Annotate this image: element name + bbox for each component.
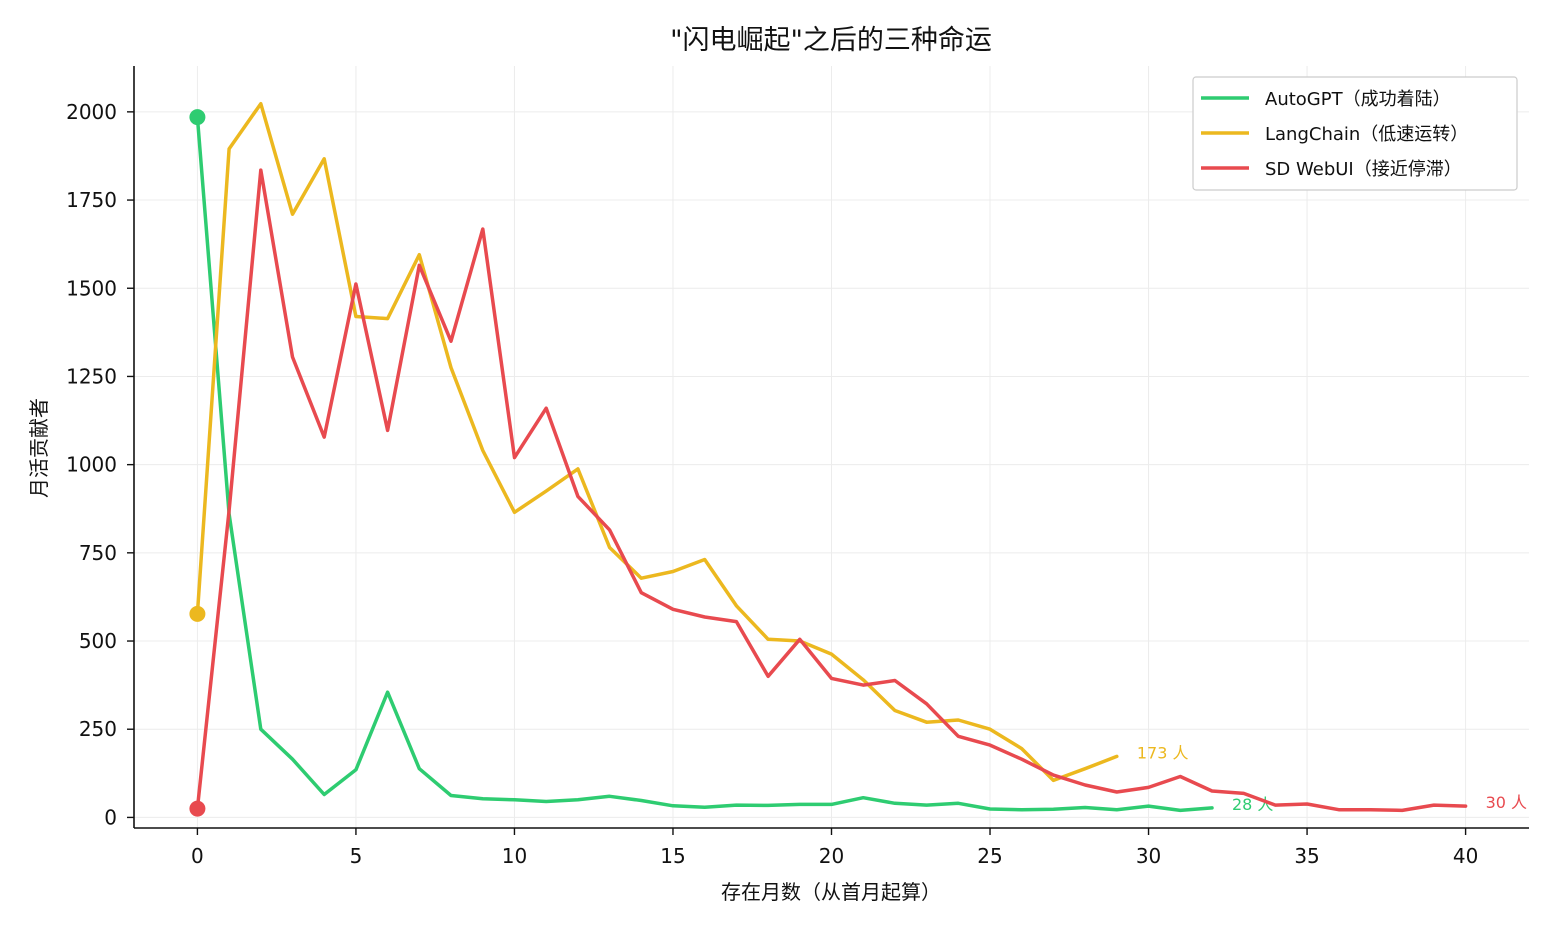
ticks: 0 5 10 15 20 25 30 35 40 0 250 500 750 1000 1250 1500 17…: [66, 100, 1478, 868]
legend-label-0: AutoGPT（成功着陆）: [1265, 89, 1451, 110]
series-line-1: [195, 101, 1119, 783]
x-tick-label: 20: [819, 844, 844, 868]
series-start-point-2: [189, 800, 206, 817]
x-tick-label: 15: [660, 844, 685, 868]
x-tick-label: 35: [1294, 844, 1319, 868]
y-tick-label: 1000: [66, 453, 117, 477]
x-tick-label: 5: [350, 844, 363, 868]
y-axis-label: 月活贡献者: [27, 398, 51, 498]
y-tick-label: 250: [79, 717, 117, 741]
y-tick-label: 750: [79, 541, 117, 565]
x-tick-label: 0: [191, 844, 204, 868]
series-line-0: [195, 115, 1214, 813]
y-tick-label: 2000: [66, 100, 117, 124]
x-tick-label: 30: [1136, 844, 1161, 868]
y-tick-label: 500: [79, 629, 117, 653]
x-tick-label: 40: [1453, 844, 1478, 868]
x-tick-label: 25: [977, 844, 1002, 868]
legend: AutoGPT（成功着陆） LangChain（低速运转） SD WebUI（接近停…: [1192, 76, 1518, 191]
series-start-point-0: [189, 109, 206, 126]
y-tick-label: 1500: [66, 276, 117, 300]
series-line-2: [195, 168, 1468, 813]
legend-box: [1192, 76, 1518, 191]
series-end-label-1: 173 人: [1137, 743, 1189, 762]
chart-title: "闪电崛起"之后的三种命运: [670, 25, 992, 56]
y-tick-label: 0: [104, 805, 117, 829]
legend-label-2: SD WebUI（接近停滞）: [1265, 159, 1462, 180]
y-tick-label: 1750: [66, 188, 117, 212]
x-axis-label: 存在月数（从首月起算）: [721, 880, 941, 904]
series-start-point-1: [189, 605, 206, 622]
legend-label-1: LangChain（低速运转）: [1265, 124, 1468, 145]
series-end-label-2: 30 人: [1486, 793, 1527, 812]
grid: [134, 66, 1529, 828]
y-tick-label: 1250: [66, 364, 117, 388]
x-tick-label: 10: [502, 844, 527, 868]
